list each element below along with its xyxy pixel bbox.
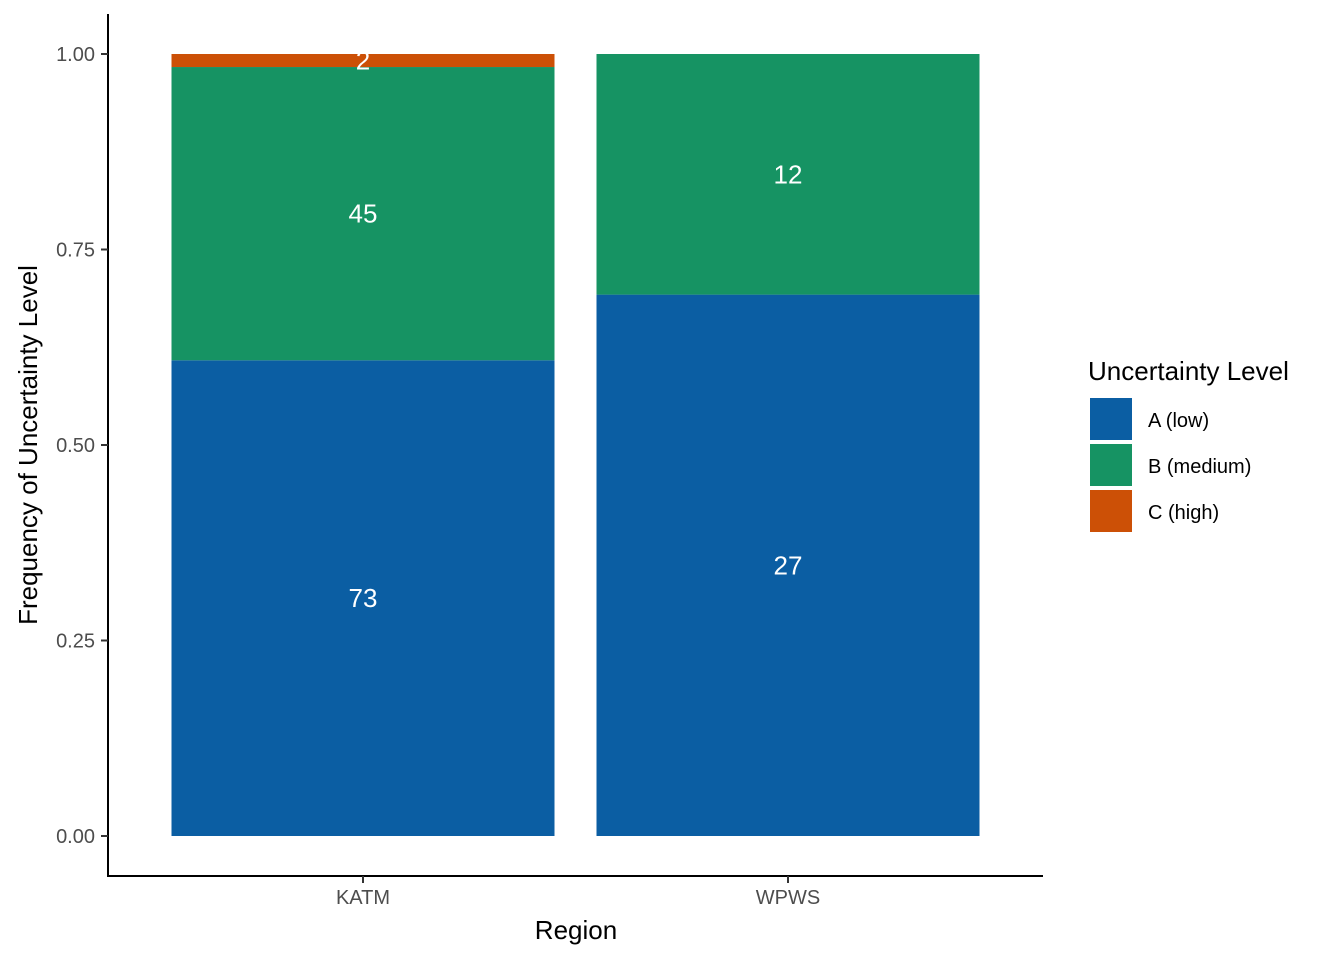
bar-label-katm-0: 73 <box>349 583 378 613</box>
bar-label-katm-2: 2 <box>356 46 370 76</box>
bar-label-wpws-1: 12 <box>774 159 803 189</box>
legend-key-1 <box>1090 444 1132 486</box>
bar-segment-katm-0 <box>171 360 555 836</box>
bar-segment-katm-2 <box>171 54 555 68</box>
bar-segment-wpws-0 <box>596 294 980 837</box>
x-axis-title: Region <box>535 915 617 945</box>
bar-segment-wpws-1 <box>596 54 980 295</box>
bar-segment-katm-1 <box>171 67 555 361</box>
y-tick-label: 0.25 <box>56 631 95 653</box>
y-ticks: 0.00 0.25 0.50 0.75 1.00 <box>56 44 108 848</box>
legend-label-2: C (high) <box>1148 502 1219 524</box>
x-tick-label: WPWS <box>756 887 820 909</box>
legend-label-1: B (medium) <box>1148 456 1251 478</box>
y-tick-label: 0.00 <box>56 826 95 848</box>
legend-key-0 <box>1090 398 1132 440</box>
bars-layer <box>171 54 980 837</box>
legend-title: Uncertainty Level <box>1088 356 1289 386</box>
y-tick-label: 1.00 <box>56 44 95 66</box>
y-axis-title: Frequency of Uncertainty Level <box>13 265 43 625</box>
y-tick-label: 0.50 <box>56 435 95 457</box>
x-ticks: KATM WPWS <box>336 876 820 909</box>
bar-labels-layer: 73 45 2 27 12 <box>349 46 803 614</box>
bar-label-katm-1: 45 <box>349 199 378 229</box>
y-tick-label: 0.75 <box>56 240 95 262</box>
legend: Uncertainty Level A (low) B (medium) C (hi… <box>1088 356 1289 532</box>
legend-label-0: A (low) <box>1148 410 1209 432</box>
bar-label-wpws-0: 27 <box>774 550 803 580</box>
legend-key-2 <box>1090 490 1132 532</box>
x-tick-label: KATM <box>336 887 390 909</box>
